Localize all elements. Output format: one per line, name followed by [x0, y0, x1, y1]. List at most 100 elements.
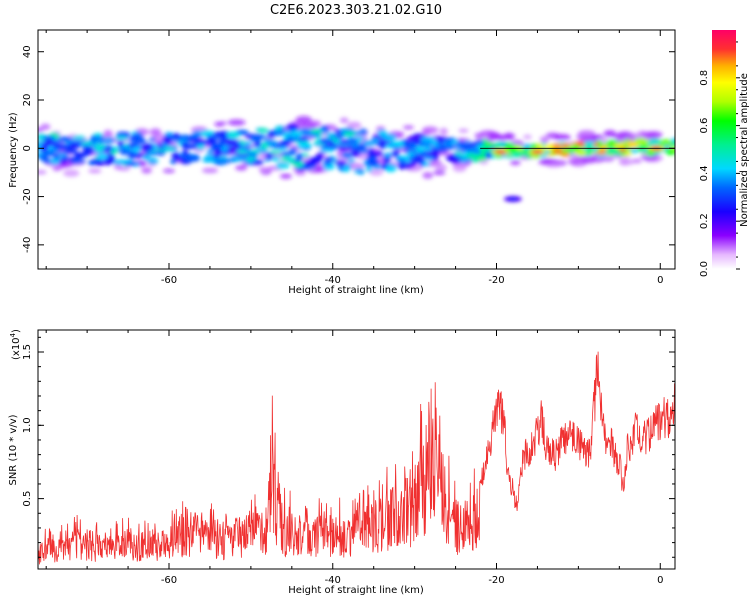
- spectrogram-cell: [325, 132, 336, 137]
- x-tick-label: 0: [657, 275, 663, 286]
- y-tick-label: 20: [22, 94, 33, 107]
- spectrogram-cell: [360, 128, 367, 135]
- spectrogram-cell: [213, 131, 228, 137]
- spectrogram-cell: [38, 169, 47, 175]
- spectrogram-cell: [117, 141, 124, 147]
- spectrogram-cell: [357, 168, 365, 175]
- y-tick-label: 40: [22, 45, 33, 58]
- spectrogram-cell: [611, 133, 627, 139]
- spectrogram-cell: [190, 132, 201, 139]
- snr-series-line: [38, 351, 675, 565]
- spectrogram-cell: [170, 158, 177, 165]
- spectrogram-cell: [358, 148, 369, 154]
- spectrogram-cell: [178, 134, 191, 141]
- spectrogram-cell: [227, 119, 246, 126]
- spectrogram-cell: [323, 157, 336, 161]
- spectrogram-hotspot: [494, 149, 507, 154]
- spectrogram-cell: [322, 160, 333, 166]
- spectrogram-cell: [214, 121, 225, 127]
- spectrogram-cell: [295, 115, 312, 124]
- spectrogram-cell: [372, 138, 379, 143]
- snr-frame: [37, 329, 676, 570]
- x-tick-label: -40: [325, 575, 341, 586]
- spectrogram-cell: [422, 171, 434, 179]
- spectrogram-cell: [426, 150, 436, 157]
- spectrogram-cell: [209, 143, 224, 149]
- snr-exponent-base: (x10: [11, 337, 22, 360]
- spectrogram-cell: [63, 169, 80, 177]
- spectrogram-cell: [495, 142, 503, 148]
- colorbar-tick-label: 0.8: [699, 70, 710, 86]
- spectrogram-cell: [458, 158, 470, 163]
- spectrogram-cell: [376, 126, 386, 132]
- spectrogram-frame: [37, 29, 676, 270]
- spectrogram-cell: [434, 164, 448, 171]
- spectrogram-cell: [523, 143, 530, 149]
- spectrogram-cell: [269, 149, 282, 155]
- spectrogram-cell: [224, 138, 238, 144]
- spectrogram-cell: [282, 130, 292, 138]
- spectrogram-cell: [142, 153, 151, 161]
- spectrogram-cell: [334, 160, 347, 165]
- spectrogram-cell: [365, 156, 378, 163]
- spectrogram-cell: [523, 134, 532, 140]
- spectrogram-cell: [88, 168, 102, 174]
- spectrogram-cell: [413, 133, 424, 140]
- spectrogram-cell: [421, 126, 439, 134]
- spectrogram-cell: [591, 134, 604, 140]
- spectrogram-cell: [285, 124, 299, 131]
- spectrogram-cell: [350, 150, 361, 157]
- spectrogram-cell: [641, 131, 658, 138]
- spectrogram-cell: [204, 154, 215, 160]
- spectrogram-cell: [93, 133, 104, 137]
- spectrogram-cell: [115, 135, 128, 141]
- x-tick-label: -60: [161, 575, 177, 586]
- spectrogram-cell: [337, 145, 349, 151]
- spectrogram-cell: [170, 138, 178, 143]
- spectrogram-cell: [529, 143, 539, 149]
- spectrogram-cell: [263, 158, 270, 162]
- spectrogram-cell: [102, 147, 112, 152]
- spectrogram-cell: [164, 132, 174, 138]
- y-tick-label: 1.5: [22, 344, 33, 360]
- spectrogram-cell: [220, 146, 228, 152]
- spectrogram-cell: [58, 159, 68, 164]
- spectrogram-cell: [252, 159, 264, 166]
- spectrogram-cell: [402, 125, 415, 130]
- spectrogram-cell: [109, 150, 119, 154]
- spectrogram-cell: [82, 150, 93, 156]
- spectrogram-cell: [96, 153, 109, 160]
- spectrogram-cell: [397, 158, 407, 164]
- y-tick-label: -20: [22, 188, 33, 204]
- spectrogram-cell: [217, 158, 230, 164]
- spectrogram-xlabel: Height of straight line (km): [288, 285, 424, 296]
- spectrogram-cell: [96, 138, 105, 144]
- spectrogram-cell: [475, 155, 488, 161]
- figure-title: C2E6.2023.303.21.02.G10: [270, 3, 442, 18]
- spectrogram-panel: -60 -40 -20 0 -40 -20 0 20 40 Height of straight…: [8, 29, 676, 296]
- spectrogram-cell: [201, 167, 219, 174]
- spectrogram-cell: [51, 139, 63, 143]
- spectrogram-cell: [327, 146, 338, 150]
- spectrogram-cell: [40, 144, 48, 152]
- snr-exponent: (x104): [9, 329, 22, 360]
- spectrogram-cell: [38, 152, 43, 157]
- spectrogram-cell: [42, 135, 55, 141]
- spectrogram-cell: [591, 155, 605, 163]
- spectrogram-cell: [279, 151, 294, 156]
- spectrogram-hotspot: [343, 131, 356, 136]
- spectrogram-cell: [324, 137, 332, 142]
- spectrogram-cell: [271, 156, 280, 162]
- spectrogram-cell: [308, 120, 322, 128]
- spectrogram-cell: [459, 146, 470, 152]
- x-tick-label: -20: [488, 575, 504, 586]
- spectrogram-cell: [119, 149, 131, 156]
- spectrogram-cell: [382, 134, 397, 141]
- spectrogram-cell: [162, 168, 175, 174]
- snr-exponent-power: 4: [9, 332, 17, 337]
- colorbar-gradient: [712, 30, 736, 269]
- spectrogram-cell: [345, 145, 353, 151]
- spectrogram-cell: [503, 132, 515, 141]
- spectrogram-cell: [148, 157, 158, 164]
- spectrogram-cell: [379, 142, 387, 150]
